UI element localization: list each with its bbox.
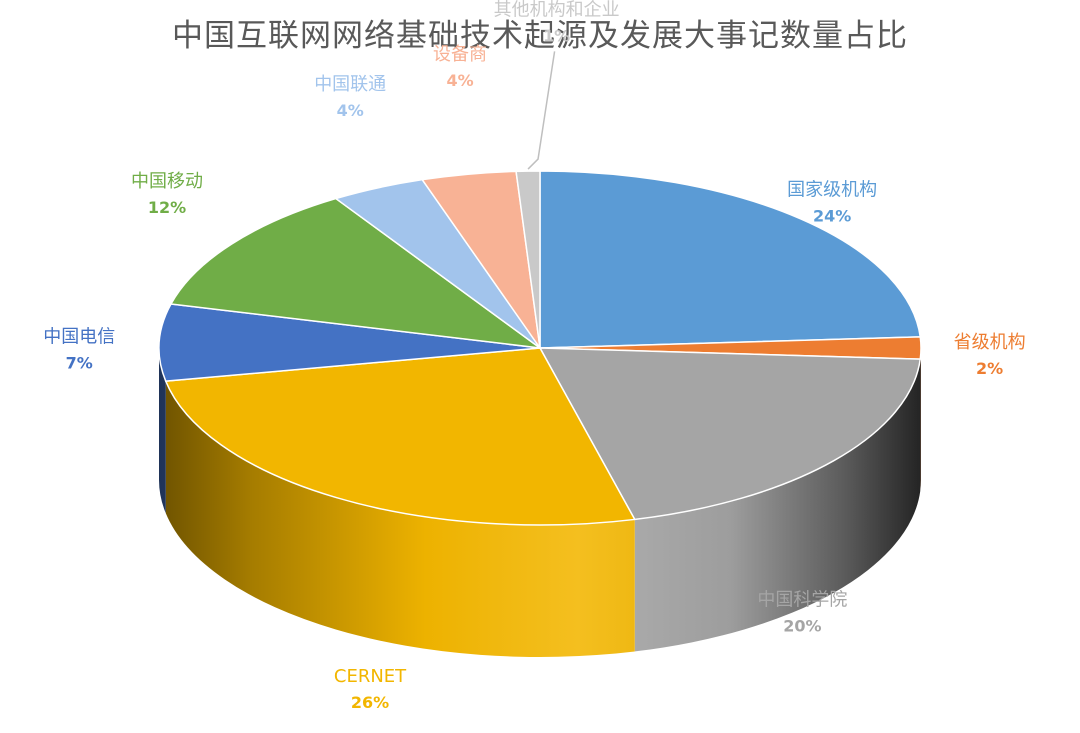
pie-side-2 [634, 359, 921, 652]
pie-slice-4 [158, 303, 541, 382]
pie-slice-0 [539, 170, 921, 349]
pie-slice-8 [515, 170, 541, 349]
pie-top-faces [158, 170, 922, 526]
chart-title: 中国互联网网络基础技术起源及发展大事记数量占比 [172, 18, 908, 54]
slice-label-7: 设备商 [433, 44, 487, 65]
slice-pct-2: 20% [783, 617, 821, 636]
slice-pct-8: 1% [543, 26, 570, 45]
pie-side-4 [159, 348, 166, 514]
slice-pct-7: 4% [446, 71, 473, 90]
pie-slice-5 [170, 197, 541, 349]
pie-side-3 [165, 381, 635, 657]
slice-label-4: 中国电信 [43, 326, 115, 347]
pie-slice-3 [164, 347, 636, 526]
slice-label-5: 中国移动 [131, 171, 203, 192]
slice-label-0: 国家级机构 [787, 180, 877, 201]
slice-pct-1: 2% [976, 359, 1003, 378]
slice-label-8: 其他机构和企业 [494, 0, 620, 20]
slice-labels: 国家级机构 24% 省级机构 2% 中国科学院 20% CERNET 26% 中国电信 7% 中国移… [43, 0, 1025, 712]
leader-lines [527, 51, 556, 170]
slice-label-2: 中国科学院 [757, 590, 847, 611]
slice-label-1: 省级机构 [954, 332, 1026, 353]
slice-pct-5: 12% [148, 198, 186, 217]
slice-pct-6: 4% [337, 101, 364, 120]
slice-label-3: CERNET [334, 666, 407, 687]
slice-pct-3: 26% [351, 693, 389, 712]
slice-label-6: 中国联通 [314, 74, 386, 95]
pie-side-1 [920, 348, 921, 492]
slice-pct-0: 24% [813, 207, 851, 226]
pie-side-walls [159, 348, 921, 657]
leader-line-8 [527, 51, 556, 170]
slice-pct-4: 7% [66, 353, 93, 372]
pie-slice-2 [539, 347, 921, 521]
